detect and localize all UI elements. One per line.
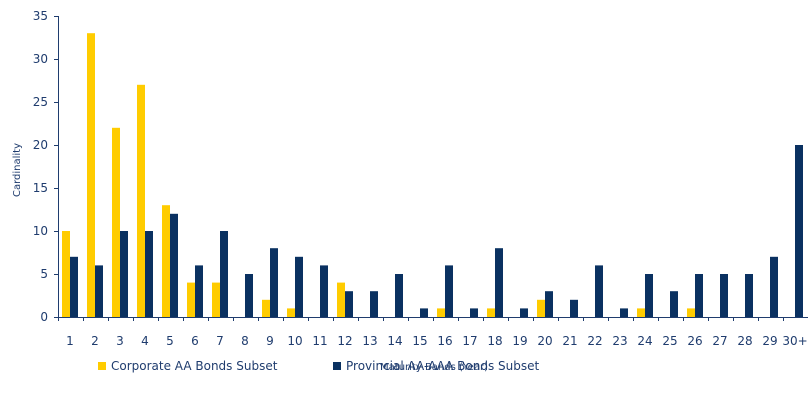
bar-provincial-8 bbox=[245, 274, 253, 317]
y-axis-ticks: 0 5 10 15 20 25 30 35 bbox=[33, 9, 58, 324]
bar-corporate-26 bbox=[687, 308, 695, 317]
bar-provincial-20 bbox=[545, 291, 553, 317]
y-tick-label: 15 bbox=[33, 181, 48, 195]
x-tick-label: 30+ bbox=[782, 334, 807, 348]
x-tick-label: 6 bbox=[191, 334, 199, 348]
x-tick-label: 19 bbox=[512, 334, 527, 348]
bar-corporate-20 bbox=[537, 299, 545, 317]
x-tick-label: 21 bbox=[562, 334, 577, 348]
legend-swatch-corporate bbox=[98, 362, 106, 370]
x-tick-label: 25 bbox=[662, 334, 677, 348]
x-tick-label: 11 bbox=[312, 334, 327, 348]
x-axis-title: Maturity Bands (Year) bbox=[380, 362, 488, 373]
x-tick-label: 2 bbox=[91, 334, 99, 348]
bar-provincial-18 bbox=[495, 248, 503, 317]
x-tick-label: 8 bbox=[241, 334, 249, 348]
x-tick-label: 5 bbox=[166, 334, 174, 348]
x-tick-label: 20 bbox=[537, 334, 552, 348]
x-tick-label: 24 bbox=[637, 334, 652, 348]
bar-provincial-24 bbox=[645, 274, 653, 317]
bar-provincial-19 bbox=[520, 308, 528, 317]
x-tick-label: 9 bbox=[266, 334, 274, 348]
bar-provincial-23 bbox=[620, 308, 628, 317]
bar-provincial-13 bbox=[370, 291, 378, 317]
bar-provincial-21 bbox=[570, 299, 578, 317]
bar-provincial-28 bbox=[745, 274, 753, 317]
x-tick-label: 23 bbox=[612, 334, 627, 348]
bar-corporate-6 bbox=[187, 282, 195, 317]
bar-provincial-12 bbox=[345, 291, 353, 317]
x-tick-label: 27 bbox=[712, 334, 727, 348]
y-tick-label: 0 bbox=[40, 310, 48, 324]
legend-label-corporate: Corporate AA Bonds Subset bbox=[111, 359, 278, 373]
bar-corporate-3 bbox=[112, 127, 120, 317]
y-tick-label: 35 bbox=[33, 9, 48, 23]
bar-corporate-2 bbox=[87, 33, 95, 317]
bar-provincial-3 bbox=[120, 231, 128, 317]
bar-corporate-10 bbox=[287, 308, 295, 317]
x-tick-label: 13 bbox=[362, 334, 377, 348]
bar-provincial-27 bbox=[720, 274, 728, 317]
bar-corporate-1 bbox=[62, 231, 70, 317]
bar-provincial-11 bbox=[320, 265, 328, 317]
bar-provincial-10 bbox=[295, 256, 303, 317]
bar-corporate-12 bbox=[337, 282, 345, 317]
bar-provincial-22 bbox=[595, 265, 603, 317]
bar-provincial-15 bbox=[420, 308, 428, 317]
y-axis-title: Cardinality bbox=[12, 143, 23, 197]
bar-provincial-29 bbox=[770, 256, 778, 317]
x-tick-label: 28 bbox=[737, 334, 752, 348]
x-tick-label: 22 bbox=[587, 334, 602, 348]
x-axis-ticks: 1 2 3 4 5 6 7 8 9 10 11 12 13 14 15 16 17 18 19 20 21 22 23 24 2… bbox=[58, 317, 808, 348]
bar-provincial-5 bbox=[170, 213, 178, 317]
x-tick-label: 14 bbox=[387, 334, 402, 348]
y-tick-label: 5 bbox=[40, 267, 48, 281]
bars bbox=[62, 33, 803, 317]
legend-swatch-provincial bbox=[333, 362, 341, 370]
x-tick-label: 26 bbox=[687, 334, 702, 348]
x-tick-label: 17 bbox=[462, 334, 477, 348]
x-tick-label: 7 bbox=[216, 334, 224, 348]
x-tick-label: 29 bbox=[762, 334, 777, 348]
legend-label-provincial: Provincial AA-AAA Bonds Subset bbox=[346, 359, 540, 373]
bar-provincial-7 bbox=[220, 231, 228, 317]
x-tick-label: 12 bbox=[337, 334, 352, 348]
x-tick-label: 16 bbox=[437, 334, 452, 348]
bar-provincial-30+ bbox=[795, 145, 803, 317]
bar-corporate-16 bbox=[437, 308, 445, 317]
bar-provincial-14 bbox=[395, 274, 403, 317]
bar-provincial-1 bbox=[70, 256, 78, 317]
bar-provincial-17 bbox=[470, 308, 478, 317]
x-tick-label: 18 bbox=[487, 334, 502, 348]
bar-corporate-7 bbox=[212, 282, 220, 317]
bar-corporate-5 bbox=[162, 205, 170, 317]
x-tick-label: 15 bbox=[412, 334, 427, 348]
bar-provincial-9 bbox=[270, 248, 278, 317]
bar-provincial-25 bbox=[670, 291, 678, 317]
bar-provincial-16 bbox=[445, 265, 453, 317]
x-tick-label: 10 bbox=[287, 334, 302, 348]
y-tick-label: 25 bbox=[33, 95, 48, 109]
bar-provincial-2 bbox=[95, 265, 103, 317]
x-tick-label: 3 bbox=[116, 334, 124, 348]
y-tick-label: 30 bbox=[33, 52, 48, 66]
bar-corporate-24 bbox=[637, 308, 645, 317]
y-tick-label: 10 bbox=[33, 224, 48, 238]
y-tick-label: 20 bbox=[33, 138, 48, 152]
bar-corporate-9 bbox=[262, 299, 270, 317]
bar-corporate-4 bbox=[137, 84, 145, 317]
x-tick-label: 1 bbox=[66, 334, 74, 348]
legend: Corporate AA Bonds Subset Provincial AA-A… bbox=[98, 359, 540, 373]
bar-provincial-4 bbox=[145, 231, 153, 317]
x-tick-label: 4 bbox=[141, 334, 149, 348]
bar-corporate-18 bbox=[487, 308, 495, 317]
bar-provincial-6 bbox=[195, 265, 203, 317]
bar-provincial-26 bbox=[695, 274, 703, 317]
